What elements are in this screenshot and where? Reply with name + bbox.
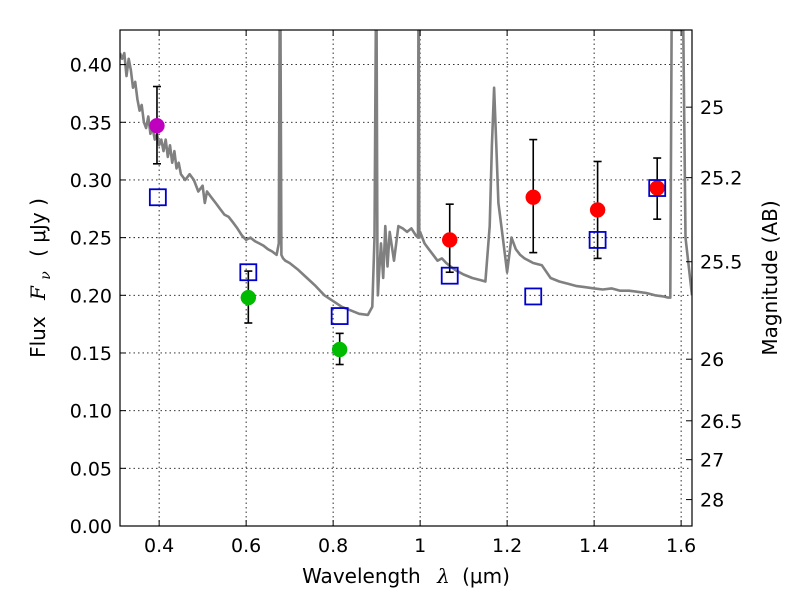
y2-tick-label: 26.5 <box>700 411 742 433</box>
model-spectrum-layer <box>120 30 692 317</box>
model-square-point <box>330 307 349 325</box>
x-axis-title-text: Wavelength <box>302 564 421 588</box>
x-tick-label: 1.2 <box>492 535 522 557</box>
y-tick-label: 0.10 <box>70 401 112 423</box>
y-axis-title-text: Flux <box>26 316 50 358</box>
y2-tick-label: 25.5 <box>700 252 742 274</box>
y2-tick-label: 25 <box>700 97 724 119</box>
observed-point-red <box>525 189 541 206</box>
y-tick-label: 0.35 <box>70 112 112 134</box>
model-square-point <box>239 263 258 282</box>
y2-axis-title: Magnitude (AB) <box>758 200 782 355</box>
x-tick-label: 1.6 <box>666 535 696 557</box>
y-axis-title-subscript: ν <box>38 271 54 280</box>
observed-point-green <box>331 341 348 358</box>
model-square-point <box>588 231 607 249</box>
y-tick-label: 0.25 <box>70 228 112 250</box>
model-square-point <box>148 188 167 207</box>
x-axis-title-unit: (μm) <box>462 564 510 588</box>
x-axis-title: Wavelength λ (μm) <box>302 564 510 588</box>
y-tick-label: 0.15 <box>70 343 112 365</box>
x-tick-label: 0.4 <box>144 535 174 557</box>
y-axis-title-symbol: F <box>26 285 50 301</box>
observed-point-red <box>649 180 665 196</box>
model-square-point <box>648 179 667 197</box>
y-tick-label: 0.20 <box>70 285 112 307</box>
y-tick-label: 0.00 <box>70 516 112 538</box>
observed-point-red <box>441 232 458 248</box>
y2-tick-label: 26 <box>700 349 724 371</box>
observed-point-red <box>589 202 606 218</box>
observed-point-green <box>240 289 257 306</box>
y-axis-title-unit: ( μJy ) <box>26 198 50 257</box>
x-tick-label: 0.8 <box>318 535 348 557</box>
x-tick-label: 1.4 <box>579 535 609 557</box>
model-square-point <box>524 287 543 306</box>
y2-tick-label: 28 <box>700 490 724 512</box>
y2-tick-label: 27 <box>700 450 724 472</box>
y2-tick-label: 25.2 <box>700 168 742 190</box>
y-axis-title: Flux F ν ( μJy ) <box>26 198 55 358</box>
x-axis-title-symbol: λ <box>436 564 450 588</box>
x-tick-label: 0.6 <box>231 535 261 557</box>
axis-ticks: 0.4 0.6 0.8 1 1.2 1.4 1.6 0.00 0.05 0.10 0.15 0.20 0… <box>70 30 742 557</box>
observed-point-magenta <box>149 117 165 134</box>
y-tick-label: 0.40 <box>70 55 112 77</box>
grid <box>120 30 692 527</box>
y-tick-label: 0.05 <box>70 458 112 480</box>
model-spectrum-line <box>120 30 692 317</box>
data-marks-layer <box>148 85 667 366</box>
x-tick-label: 1 <box>414 535 426 557</box>
plot-frame <box>119 29 693 527</box>
y-tick-label: 0.30 <box>70 170 112 192</box>
model-square-point <box>440 266 459 285</box>
